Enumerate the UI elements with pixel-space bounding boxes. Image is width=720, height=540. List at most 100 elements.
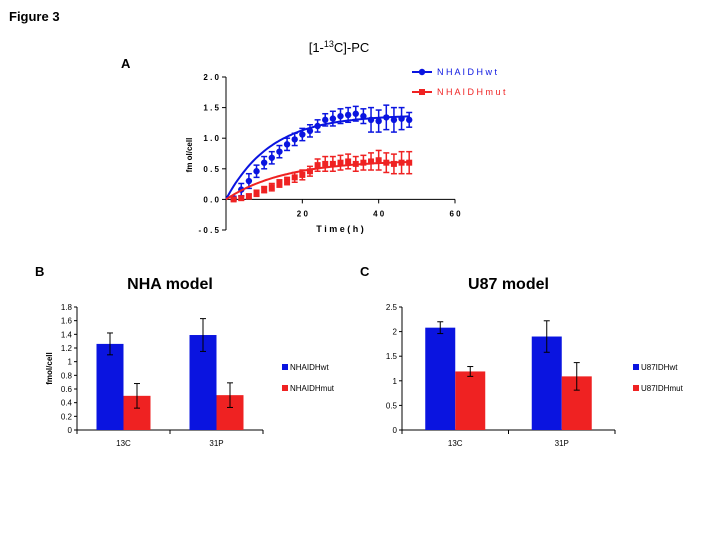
chart-a-point-wt (375, 117, 382, 125)
chart-a-point-mut (314, 162, 321, 169)
chart-c-y-tick-label: 1 (393, 377, 398, 386)
figure-title: Figure 3 (9, 9, 60, 24)
chart-a-point-wt (299, 131, 306, 138)
chart-c-y-tick-label: 0 (393, 426, 398, 435)
chart-a-y-tick-label: - 0 . 5 (199, 226, 220, 235)
chart-c-bar-mut (455, 371, 486, 430)
chart-b-legend-swatch-wt (282, 364, 288, 370)
chart-b-legend-label-wt: NHAIDHwt (290, 363, 329, 372)
chart-a-x-tick-label: 2 0 (297, 209, 309, 218)
chart-a-point-wt (367, 116, 375, 124)
chart-a-title: [1-13C]-PC (309, 39, 370, 55)
chart-a-point-mut (245, 193, 252, 200)
chart-b-y-tick-label: 1.6 (61, 317, 73, 326)
chart-c-bar-wt (425, 327, 456, 430)
chart-a-point-mut (352, 160, 359, 167)
chart-b-y-tick-label: 1.8 (61, 303, 73, 312)
chart-c-x-tick-label: 13C (448, 439, 463, 448)
chart-a-legend-label-mut: N H A I D H m u t (437, 87, 506, 97)
panel-letter-a: A (121, 56, 131, 71)
chart-b-x-tick-label: 13C (116, 439, 131, 448)
chart-a-point-mut (230, 196, 237, 203)
chart-a-point-mut (268, 184, 275, 191)
chart-b-y-tick-label: 0 (68, 426, 73, 435)
chart-a-point-mut (291, 174, 298, 181)
chart-b-x-tick-label: 31P (209, 439, 223, 448)
chart-b-y-tick-label: 0.8 (61, 371, 73, 380)
chart-a-point-wt (268, 154, 275, 161)
chart-a-point-wt (398, 115, 405, 122)
chart-a-point-wt (406, 116, 413, 124)
chart-b-y-label: fmol/cell (45, 352, 54, 384)
chart-a-point-mut (398, 159, 405, 166)
chart-b-legend-label-mut: NHAIDHmut (290, 384, 335, 393)
chart-a-y-tick-label: 1 . 5 (203, 104, 219, 113)
chart-a-point-wt (283, 141, 291, 148)
chart-a-y-tick-label: 2 . 0 (203, 73, 219, 82)
chart-c-legend-label-wt: U87IDHwt (641, 363, 678, 372)
chart-a-legend-label-wt: N H A I D H w t (437, 67, 498, 77)
chart-c-title: U87 model (468, 276, 549, 293)
chart-a-point-mut (337, 159, 344, 166)
chart-a-point-wt (291, 136, 298, 143)
chart-c-legend-label-mut: U87IDHmut (641, 384, 684, 393)
chart-c-x-tick-label: 31P (555, 439, 569, 448)
chart-c-y-tick-label: 1.5 (386, 352, 398, 361)
chart-a-point-mut (253, 190, 260, 197)
chart-a-point-mut (406, 159, 413, 166)
chart-a-y-tick-label: 0 . 5 (203, 165, 219, 174)
chart-a-point-wt (276, 148, 283, 155)
chart-a-point-wt (314, 122, 321, 130)
chart-a-point-mut (299, 171, 306, 178)
chart-a-point-mut (306, 168, 313, 175)
chart-b-legend-swatch-mut (282, 385, 288, 391)
chart-b-bar-wt (96, 343, 124, 430)
chart-b-y-tick-label: 1.4 (61, 330, 73, 339)
chart-a-point-mut (345, 158, 352, 165)
chart-a-point-mut (284, 178, 291, 185)
chart-a-y-tick-label: 0 . 0 (203, 195, 219, 204)
chart-a-point-wt (329, 115, 337, 122)
chart-a-y-label: fm ol/cell (185, 138, 194, 173)
chart-a-x-label: T i m e ( h ) (316, 224, 364, 234)
chart-a-x-tick-label: 6 0 (449, 209, 461, 218)
chart-b-y-tick-label: 1.2 (61, 344, 73, 353)
chart-b-y-tick-label: 0.6 (61, 385, 73, 394)
chart-a-point-mut (322, 160, 329, 167)
chart-a-y-tick-label: 1 . 0 (203, 134, 219, 143)
chart-a-point-mut (329, 160, 336, 167)
chart-b-y-tick-label: 1 (68, 358, 73, 367)
chart-c-y-tick-label: 2 (393, 328, 398, 337)
chart-c-legend-swatch-wt (633, 364, 639, 370)
chart-a-point-wt (352, 110, 359, 117)
chart-a-point-wt (322, 116, 329, 124)
chart-c-y-tick-label: 0.5 (386, 401, 398, 410)
chart-b-y-tick-label: 0.4 (61, 399, 73, 408)
chart-a-point-wt (383, 114, 390, 121)
chart-b-y-tick-label: 0.2 (61, 412, 73, 421)
chart-a-point-mut (276, 180, 283, 187)
chart-a-point-wt (306, 127, 314, 135)
chart-a-point-wt (344, 111, 352, 119)
chart-a-point-wt (260, 159, 268, 166)
chart-c-y-tick-label: 2.5 (386, 303, 398, 312)
chart-a-point-mut (261, 186, 268, 193)
chart-a-point-mut (368, 158, 375, 165)
panel-letter-c: C (360, 264, 370, 279)
chart-a-point-mut (383, 159, 390, 166)
chart-a-point-wt (253, 168, 260, 175)
chart-a-point-mut (390, 160, 397, 167)
chart-a-legend-marker-wt (418, 68, 426, 76)
chart-a-point-wt (390, 116, 398, 124)
chart-a-point-mut (360, 159, 367, 166)
chart-a-point-mut (238, 195, 245, 202)
chart-a-point-wt (245, 177, 253, 185)
panel-letter-b: B (35, 264, 45, 279)
chart-a-legend-marker-mut (419, 89, 425, 95)
chart-a-point-wt (337, 112, 344, 120)
chart-b-title: NHA model (127, 276, 213, 293)
chart-c-legend-swatch-mut (633, 385, 639, 391)
chart-a-point-mut (375, 157, 382, 164)
chart-a-point-wt (360, 112, 367, 120)
